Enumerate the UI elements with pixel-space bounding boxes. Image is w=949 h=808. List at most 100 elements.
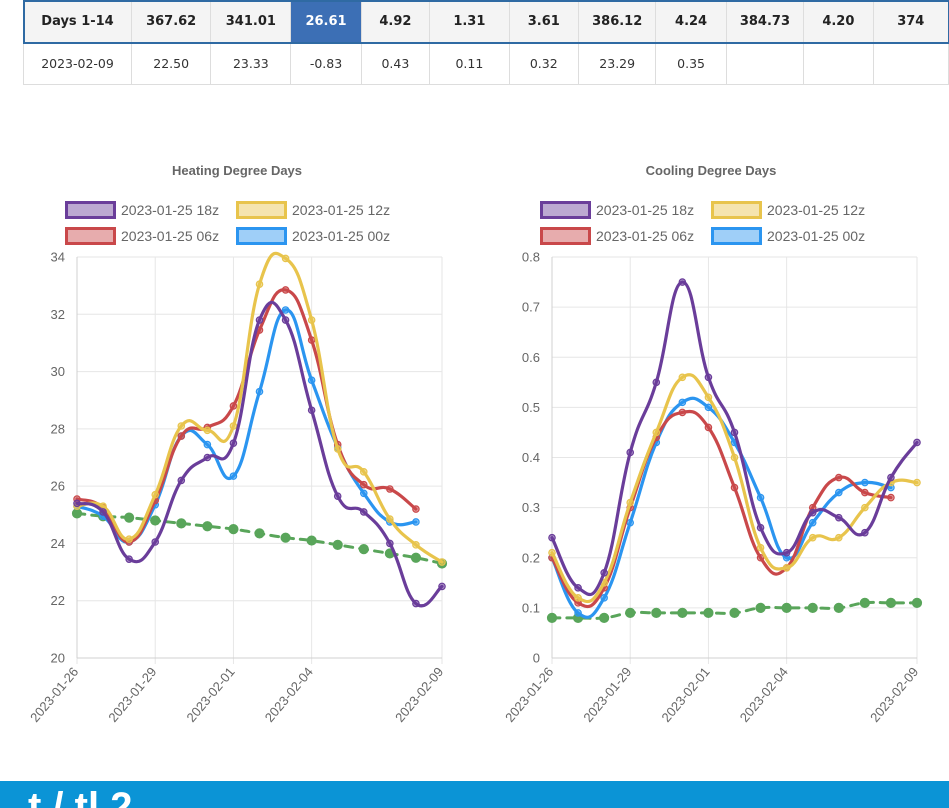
data-point[interactable] bbox=[677, 607, 688, 618]
legend-item[interactable]: 2023-01-25 18z bbox=[65, 201, 220, 219]
data-point[interactable] bbox=[359, 508, 368, 516]
data-point[interactable] bbox=[176, 518, 187, 529]
data-point[interactable] bbox=[704, 423, 713, 432]
data-point[interactable] bbox=[703, 607, 714, 618]
data-point[interactable] bbox=[652, 378, 661, 387]
data-point[interactable] bbox=[150, 515, 161, 526]
data-point[interactable] bbox=[177, 476, 186, 485]
data-point[interactable] bbox=[678, 408, 687, 417]
data-point[interactable] bbox=[833, 602, 844, 613]
data-point[interactable] bbox=[756, 523, 765, 532]
data-point[interactable] bbox=[307, 376, 316, 384]
data-point[interactable] bbox=[229, 439, 238, 447]
data-point[interactable] bbox=[229, 402, 238, 410]
data-point[interactable] bbox=[861, 478, 869, 487]
legend-item[interactable]: 2023-01-25 12z bbox=[711, 201, 866, 219]
data-point[interactable] bbox=[438, 558, 446, 566]
data-point[interactable] bbox=[332, 539, 343, 550]
data-point[interactable] bbox=[151, 538, 160, 546]
data-point[interactable] bbox=[834, 473, 843, 482]
data-point[interactable] bbox=[281, 316, 290, 324]
data-point[interactable] bbox=[756, 493, 765, 502]
data-point[interactable] bbox=[333, 445, 342, 453]
data-point[interactable] bbox=[412, 518, 420, 526]
data-point[interactable] bbox=[410, 552, 422, 563]
data-point[interactable] bbox=[755, 602, 766, 613]
data-point[interactable] bbox=[781, 602, 792, 613]
data-point[interactable] bbox=[151, 490, 160, 499]
data-point[interactable] bbox=[599, 612, 610, 623]
data-point[interactable] bbox=[229, 422, 238, 430]
data-point[interactable] bbox=[652, 428, 661, 437]
data-point[interactable] bbox=[808, 508, 817, 517]
legend-item[interactable]: 2023-01-25 00z bbox=[711, 227, 866, 245]
data-point[interactable] bbox=[574, 594, 582, 602]
data-point[interactable] bbox=[359, 468, 368, 476]
data-point[interactable] bbox=[203, 426, 212, 435]
data-point[interactable] bbox=[600, 594, 608, 602]
data-point[interactable] bbox=[861, 528, 869, 537]
data-point[interactable] bbox=[730, 483, 739, 492]
data-point[interactable] bbox=[255, 316, 264, 324]
data-point[interactable] bbox=[808, 518, 817, 527]
data-point[interactable] bbox=[546, 612, 558, 623]
data-point[interactable] bbox=[333, 492, 342, 500]
data-point[interactable] bbox=[626, 498, 635, 507]
legend-item[interactable]: 2023-01-25 18z bbox=[540, 201, 695, 219]
data-point[interactable] bbox=[280, 532, 291, 543]
data-point[interactable] bbox=[574, 609, 582, 617]
data-point[interactable] bbox=[626, 448, 635, 457]
data-point[interactable] bbox=[358, 544, 369, 555]
data-point[interactable] bbox=[307, 316, 316, 324]
data-point[interactable] bbox=[548, 533, 556, 542]
data-point[interactable] bbox=[281, 254, 290, 263]
data-point[interactable] bbox=[859, 597, 870, 608]
data-point[interactable] bbox=[730, 453, 739, 462]
data-point[interactable] bbox=[203, 440, 212, 449]
legend-item[interactable]: 2023-01-25 06z bbox=[540, 227, 695, 245]
data-point[interactable] bbox=[125, 555, 133, 563]
data-point[interactable] bbox=[203, 453, 212, 462]
data-point[interactable] bbox=[834, 513, 843, 522]
data-point[interactable] bbox=[913, 438, 921, 447]
data-point[interactable] bbox=[412, 541, 420, 549]
data-point[interactable] bbox=[548, 548, 556, 557]
data-point[interactable] bbox=[808, 533, 817, 542]
data-point[interactable] bbox=[99, 508, 107, 516]
data-point[interactable] bbox=[177, 432, 186, 440]
data-point[interactable] bbox=[281, 306, 290, 314]
data-point[interactable] bbox=[651, 607, 662, 618]
data-point[interactable] bbox=[386, 485, 394, 493]
data-point[interactable] bbox=[626, 518, 635, 527]
legend-item[interactable]: 2023-01-25 00z bbox=[236, 227, 391, 245]
data-point[interactable] bbox=[834, 488, 843, 497]
data-point[interactable] bbox=[386, 515, 394, 523]
data-point[interactable] bbox=[730, 428, 739, 437]
data-point[interactable] bbox=[73, 499, 81, 508]
data-point[interactable] bbox=[438, 582, 446, 591]
data-point[interactable] bbox=[704, 373, 713, 382]
data-point[interactable] bbox=[359, 480, 368, 489]
data-point[interactable] bbox=[255, 387, 264, 396]
legend-item[interactable]: 2023-01-25 12z bbox=[236, 201, 391, 219]
data-point[interactable] bbox=[887, 493, 895, 502]
data-point[interactable] bbox=[834, 533, 843, 542]
data-point[interactable] bbox=[177, 422, 186, 430]
data-point[interactable] bbox=[412, 599, 420, 608]
data-point[interactable] bbox=[782, 563, 791, 572]
data-point[interactable] bbox=[678, 373, 687, 382]
data-point[interactable] bbox=[124, 512, 135, 523]
data-point[interactable] bbox=[229, 472, 238, 480]
data-point[interactable] bbox=[306, 535, 317, 546]
data-point[interactable] bbox=[254, 528, 265, 539]
data-point[interactable] bbox=[202, 521, 213, 532]
data-point[interactable] bbox=[307, 336, 316, 344]
data-point[interactable] bbox=[861, 488, 869, 497]
data-point[interactable] bbox=[704, 403, 713, 412]
data-point[interactable] bbox=[412, 505, 420, 513]
data-point[interactable] bbox=[307, 406, 316, 415]
data-point[interactable] bbox=[255, 280, 264, 289]
data-point[interactable] bbox=[574, 584, 582, 592]
data-point[interactable] bbox=[228, 524, 239, 535]
data-point[interactable] bbox=[386, 539, 394, 548]
